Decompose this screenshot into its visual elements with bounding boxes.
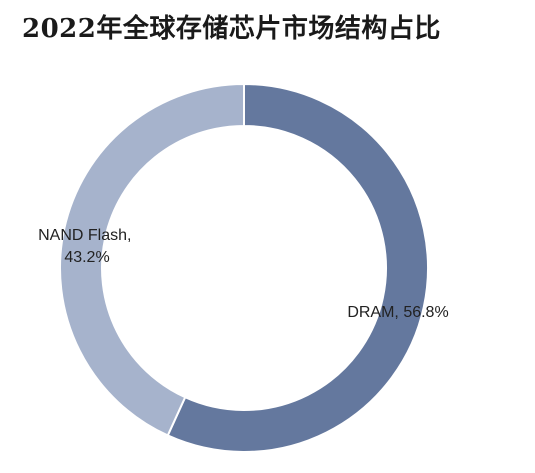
- slice-label-nand-flash: NAND Flash, 43.2%: [38, 227, 136, 266]
- slice-label-dram: DRAM, 56.8%: [347, 304, 448, 321]
- slice-label-nand-value: 43.2%: [64, 249, 109, 266]
- donut-slice-nand-flash: [58, 82, 245, 437]
- chart-title: 2022年全球存储芯片市场结构占比: [22, 14, 441, 44]
- slice-label-nand-name: NAND Flash,: [38, 227, 131, 244]
- donut-slice-dram: [166, 82, 429, 453]
- donut-slices: [58, 82, 429, 453]
- slice-label-dram-value: 56.8%: [403, 304, 448, 321]
- slice-labels: DRAM, 56.8% NAND Flash, 43.2%: [38, 227, 449, 321]
- slice-label-dram-name: DRAM: [347, 304, 394, 321]
